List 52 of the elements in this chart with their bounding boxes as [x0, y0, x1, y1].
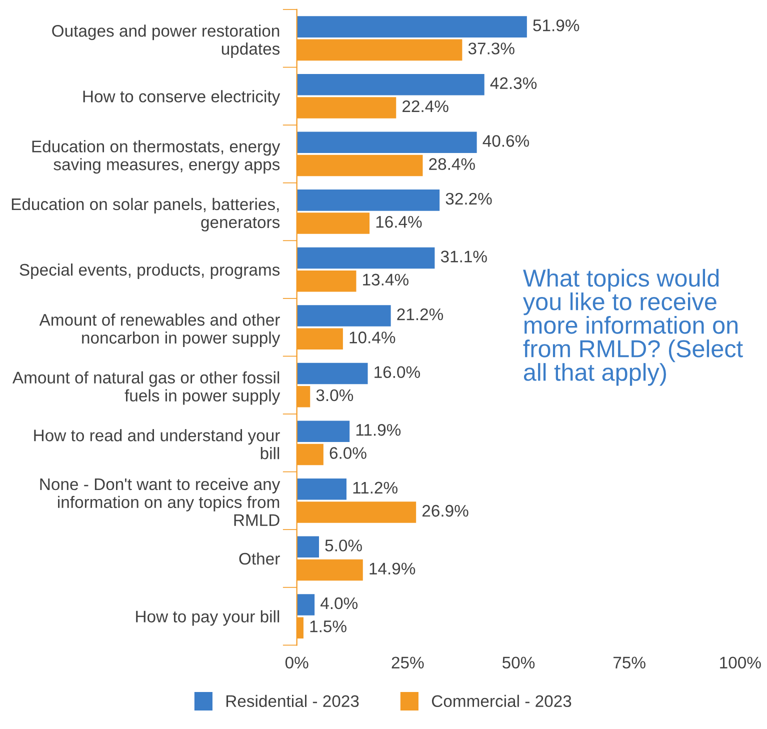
data-label: 42.3% [490, 77, 537, 90]
data-label: 11.9% [356, 424, 401, 436]
y-tick-label: How to read and understand your bill [34, 429, 280, 460]
data-label: 5.0% [325, 540, 362, 552]
legend-label: Residential - 2023 [226, 694, 359, 708]
data-label: 16.4% [376, 216, 422, 228]
y-tick-label: How to pay your bill [136, 610, 280, 626]
bar [296, 74, 484, 96]
bar [296, 536, 319, 558]
y-tick-label: Amount of natural gas or other fossil fuels in power supply [12, 371, 280, 405]
x-tick-label: 25% [392, 656, 424, 669]
bar [296, 247, 435, 269]
x-tick-label: 100% [720, 656, 761, 669]
data-label: 28.4% [429, 158, 475, 170]
data-label: 1.5% [310, 620, 346, 632]
y-tick-label: Special events, products, programs [20, 263, 280, 280]
data-label: 11.2% [353, 482, 398, 494]
bar [296, 132, 477, 154]
bar [296, 16, 527, 38]
data-label: 22.4% [402, 100, 448, 112]
y-tick-label: None - Don't want to receive any information on any topics from RMLD [40, 478, 280, 526]
y-tick-label: Other [239, 552, 280, 565]
data-label: 32.2% [446, 192, 492, 205]
data-label: 26.9% [422, 504, 468, 517]
annotation: What topics would you like to receive more information on from RMLD? (Select all that apply) [522, 268, 743, 386]
bar [296, 190, 440, 211]
data-label: 31.1% [440, 250, 487, 262]
data-label: 40.6% [482, 135, 530, 147]
data-label: 10.4% [350, 332, 396, 344]
data-label: 16.0% [374, 366, 420, 378]
data-label: 4.0% [320, 597, 358, 610]
x-tick-label: 0% [285, 656, 308, 669]
bar [296, 594, 315, 616]
y-tick-label: How to conserve electricity [83, 90, 280, 106]
x-tick-label: 75% [614, 656, 646, 669]
y-tick-label: Amount of renewables and other noncarbon in power supply [39, 314, 280, 347]
bar [296, 305, 391, 326]
data-label: 21.2% [397, 308, 444, 320]
data-label: 37.3% [468, 42, 514, 54]
y-tick-label: Education on thermostats, energy saving measures, energy apps [32, 140, 280, 174]
y-tick-label: Education on solar panels, batteries, generators [12, 198, 280, 232]
data-label: 13.4% [363, 274, 408, 286]
legend-label: Commercial - 2023 [432, 694, 572, 708]
bar [296, 362, 368, 384]
bar [296, 420, 350, 442]
data-label: 14.9% [370, 562, 416, 575]
data-label: 51.9% [533, 19, 580, 32]
data-label: 6.0% [330, 447, 366, 459]
data-label: 3.0% [316, 389, 354, 402]
bar [296, 478, 346, 500]
x-tick-label: 50% [502, 656, 535, 669]
y-tick-label: Outages and power restoration updates [52, 24, 280, 58]
